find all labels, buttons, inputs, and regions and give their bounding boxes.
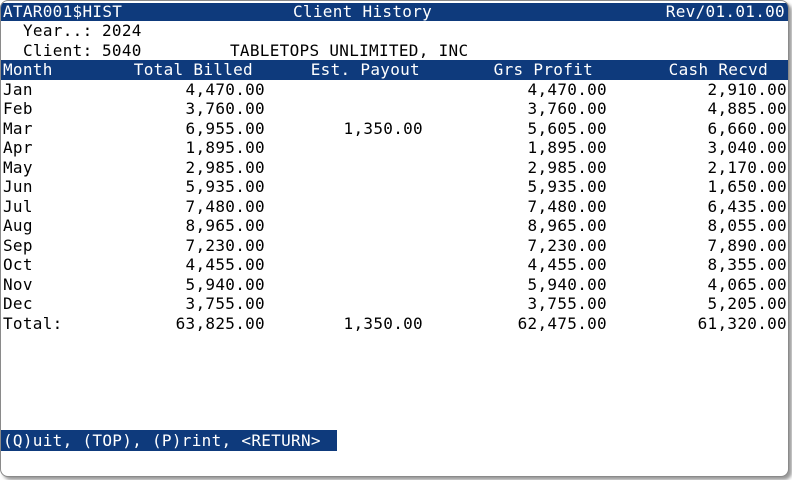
- header-est-payout: Est. Payout: [310, 60, 420, 79]
- table-row: Jul 7,480.00 7,480.00 6,435.00: [1, 197, 788, 217]
- cell-cash-recvd: 3,040.00: [707, 138, 787, 157]
- cell-total-billed: 2,985.00: [185, 157, 265, 177]
- program-id: ATAR001$HIST: [3, 2, 123, 21]
- cell-cash-recvd: 4,885.00: [707, 99, 787, 118]
- client-number: 5040: [102, 40, 142, 60]
- table-total-row: Total: 63,825.00 1,350.00 62,475.00 61,3…: [1, 314, 788, 334]
- table-row: Dec 3,755.00 3,755.00 5,205.00: [1, 294, 788, 314]
- table-row: May 2,985.00 2,985.00 2,170.00: [1, 158, 788, 178]
- cell-cash-recvd: 2,910.00: [707, 79, 787, 99]
- cell-grs-profit: 5,940.00: [527, 274, 607, 294]
- cell-month: May: [3, 157, 33, 177]
- cell-month: Nov: [3, 274, 33, 294]
- cell-month: Feb: [3, 99, 33, 118]
- cell-grs-profit: 5,935.00: [527, 177, 607, 196]
- table-row: Mar 6,955.00 1,350.00 5,605.00 6,660.00: [1, 119, 788, 139]
- cell-grs-profit: 3,760.00: [527, 99, 607, 118]
- cell-cash-recvd: 4,065.00: [707, 274, 787, 294]
- cell-grs-profit: 62,475.00: [517, 313, 607, 333]
- cell-cash-recvd: 61,320.00: [697, 313, 787, 333]
- cell-grs-profit: 7,480.00: [527, 196, 607, 216]
- revision-label: Rev/01.01.00: [665, 2, 785, 21]
- table-row: Oct 4,455.00 4,455.00 8,355.00: [1, 255, 788, 275]
- table-body: Jan 4,470.00 4,470.00 2,910.00 Feb 3,760…: [1, 80, 788, 334]
- cell-grs-profit: 7,230.00: [527, 235, 607, 255]
- year-label: Year..:: [23, 21, 93, 40]
- table-header-row: Month Total Billed Est. Payout Grs Profi…: [1, 60, 788, 80]
- header-month: Month: [3, 60, 53, 79]
- header-grs-profit: Grs Profit: [493, 60, 593, 79]
- cell-month: Total:: [3, 313, 63, 333]
- year-field: Year..: 2024: [1, 21, 788, 41]
- cell-grs-profit: 8,965.00: [527, 216, 607, 235]
- cell-total-billed: 1,895.00: [185, 138, 265, 157]
- cell-grs-profit: 4,470.00: [527, 79, 607, 99]
- cell-month: Jan: [3, 79, 33, 99]
- cell-cash-recvd: 6,660.00: [707, 118, 787, 138]
- cell-cash-recvd: 8,355.00: [707, 255, 787, 274]
- cell-grs-profit: 5,605.00: [527, 118, 607, 138]
- cell-month: Aug: [3, 216, 33, 235]
- cell-month: Mar: [3, 118, 33, 138]
- cell-grs-profit: 1,895.00: [527, 138, 607, 157]
- cell-month: Jun: [3, 177, 33, 196]
- client-field: Client: 5040 TABLETOPS UNLIMITED, INC: [1, 41, 788, 61]
- cell-month: Sep: [3, 235, 33, 255]
- cell-cash-recvd: 6,435.00: [707, 196, 787, 216]
- table-row: Nov 5,940.00 5,940.00 4,065.00: [1, 275, 788, 295]
- header-total-billed: Total Billed: [133, 60, 253, 79]
- cell-total-billed: 7,480.00: [185, 196, 265, 216]
- cell-total-billed: 4,470.00: [185, 79, 265, 99]
- cell-cash-recvd: 8,055.00: [707, 216, 787, 235]
- cell-total-billed: 6,955.00: [185, 118, 265, 138]
- cell-est-payout: 1,350.00: [343, 118, 423, 138]
- cell-month: Dec: [3, 294, 33, 313]
- command-prompt-text: (Q)uit, (TOP), (P)rint, <RETURN>: [3, 431, 321, 450]
- table-row: Jun 5,935.00 5,935.00 1,650.00: [1, 177, 788, 197]
- cell-cash-recvd: 1,650.00: [707, 177, 787, 196]
- table-row: Feb 3,760.00 3,760.00 4,885.00: [1, 99, 788, 119]
- header-cash-recvd: Cash Recvd: [668, 60, 768, 79]
- cell-cash-recvd: 2,170.00: [707, 157, 787, 177]
- command-prompt[interactable]: (Q)uit, (TOP), (P)rint, <RETURN>: [1, 430, 337, 451]
- cell-est-payout: 1,350.00: [343, 313, 423, 333]
- page-title: Client History: [293, 2, 433, 21]
- table-row: Aug 8,965.00 8,965.00 8,055.00: [1, 216, 788, 236]
- cell-month: Oct: [3, 255, 33, 274]
- cell-total-billed: 4,455.00: [185, 255, 265, 274]
- table-row: Apr 1,895.00 1,895.00 3,040.00: [1, 138, 788, 158]
- table-row: Sep 7,230.00 7,230.00 7,890.00: [1, 236, 788, 256]
- cell-total-billed: 5,935.00: [185, 177, 265, 196]
- cell-grs-profit: 4,455.00: [527, 255, 607, 274]
- year-value: 2024: [102, 21, 142, 40]
- cell-grs-profit: 2,985.00: [527, 157, 607, 177]
- cell-month: Jul: [3, 196, 33, 216]
- table-row: Jan 4,470.00 4,470.00 2,910.00: [1, 80, 788, 100]
- cell-total-billed: 3,760.00: [185, 99, 265, 118]
- cell-cash-recvd: 5,205.00: [707, 294, 787, 313]
- cell-cash-recvd: 7,890.00: [707, 235, 787, 255]
- cell-total-billed: 63,825.00: [175, 313, 265, 333]
- cell-month: Apr: [3, 138, 33, 157]
- cell-grs-profit: 3,755.00: [527, 294, 607, 313]
- cell-total-billed: 7,230.00: [185, 235, 265, 255]
- client-label: Client:: [23, 40, 93, 60]
- cell-total-billed: 5,940.00: [185, 274, 265, 294]
- title-bar: ATAR001$HIST Client History Rev/01.01.00: [1, 3, 788, 21]
- client-name: TABLETOPS UNLIMITED, INC: [230, 40, 469, 60]
- cell-total-billed: 8,965.00: [185, 216, 265, 235]
- cell-total-billed: 3,755.00: [185, 294, 265, 313]
